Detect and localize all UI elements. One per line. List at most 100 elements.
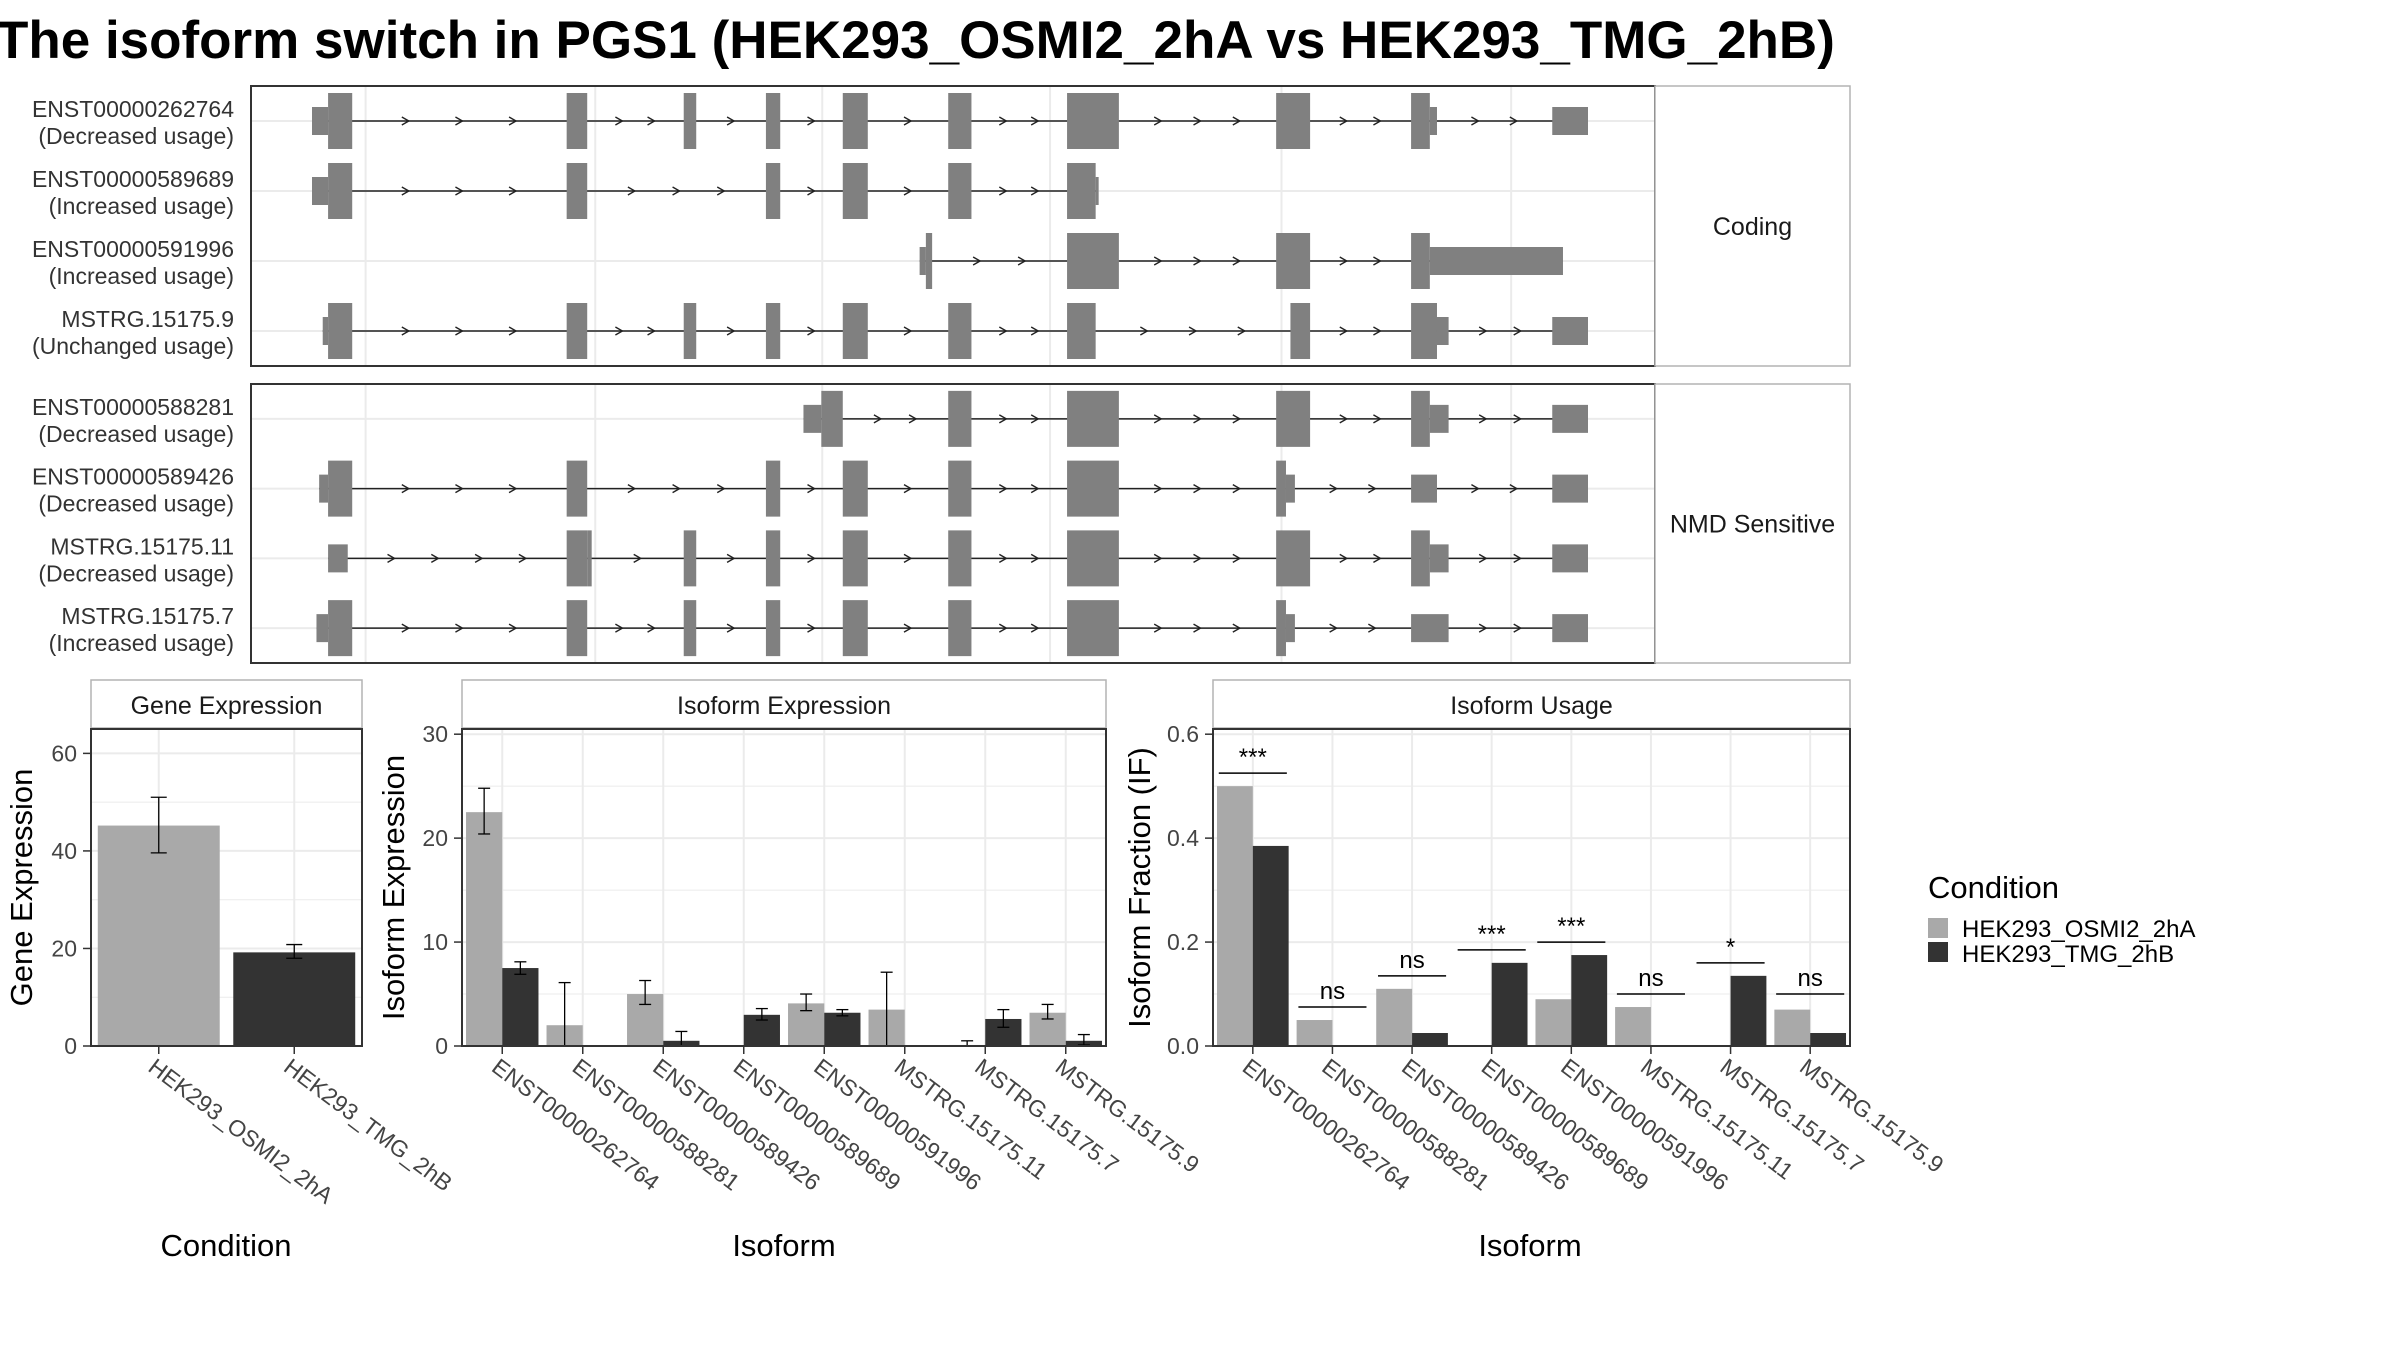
direction-arrow bbox=[807, 623, 816, 633]
direction-arrow bbox=[508, 326, 518, 336]
direction-arrow bbox=[1232, 484, 1242, 494]
exon-coding bbox=[765, 600, 781, 657]
direction-arrow bbox=[455, 116, 464, 126]
exon-utr bbox=[1411, 474, 1437, 503]
direction-arrow bbox=[807, 186, 816, 196]
bar-hek293-osmi2-2ha bbox=[97, 825, 220, 1046]
direction-arrow bbox=[672, 484, 681, 494]
direction-arrow bbox=[672, 186, 681, 196]
transcript-status-label: (Decreased usage) bbox=[38, 560, 234, 586]
direction-arrow bbox=[1237, 326, 1247, 336]
bar-osmi2-enst00000591996 bbox=[1535, 999, 1572, 1046]
direction-arrow bbox=[726, 623, 736, 633]
exon-coding bbox=[842, 460, 868, 517]
legend-title: Condition bbox=[1928, 870, 2059, 905]
direction-arrow bbox=[387, 553, 396, 563]
significance-label: ns bbox=[1638, 965, 1663, 992]
x-tick-label: MSTRG.15175.9 bbox=[1795, 1053, 1948, 1178]
direction-arrow bbox=[1339, 256, 1349, 266]
transcript-row bbox=[328, 530, 1588, 587]
direction-arrow bbox=[455, 484, 464, 494]
direction-arrow bbox=[726, 553, 736, 563]
direction-arrow bbox=[627, 186, 637, 196]
transcript-id-label: ENST00000589689 bbox=[32, 166, 234, 192]
exon-utr bbox=[919, 247, 926, 275]
exon-utr bbox=[328, 544, 348, 573]
exon-utr bbox=[1095, 177, 1099, 205]
direction-arrow bbox=[998, 326, 1008, 336]
exon-coding bbox=[765, 460, 781, 517]
transcript-structure-panels: ENST00000262764 (Decreased usage) ENST0000… bbox=[32, 85, 1851, 664]
direction-arrow bbox=[401, 186, 411, 196]
exon-coding bbox=[1411, 303, 1437, 359]
legend-label-tmg: HEK293_TMG_2hB bbox=[1962, 941, 2174, 968]
exon-coding bbox=[587, 530, 592, 587]
exon-coding bbox=[842, 303, 868, 359]
direction-arrow bbox=[1188, 326, 1198, 336]
exon-coding bbox=[948, 93, 972, 149]
strip-box bbox=[1654, 85, 1851, 367]
plot-border bbox=[90, 728, 363, 1047]
y-axis-title: Gene Expression bbox=[4, 769, 39, 1007]
direction-arrow bbox=[1513, 326, 1523, 336]
direction-arrow bbox=[1193, 256, 1202, 266]
direction-arrow bbox=[1030, 326, 1040, 336]
transcript-id-label: ENST00000262764 bbox=[32, 96, 234, 122]
direction-arrow bbox=[1030, 623, 1040, 633]
transcript-status-label: (Decreased usage) bbox=[38, 421, 234, 447]
exon-coding bbox=[1290, 303, 1311, 359]
direction-arrow bbox=[508, 484, 518, 494]
transcript-status-label: (Increased usage) bbox=[49, 263, 234, 289]
direction-arrow bbox=[615, 326, 624, 336]
bar-chart-panels: Gene Expression0204060HEK293_OSMI2_2hAHE… bbox=[4, 679, 1949, 1263]
plot-border bbox=[1212, 728, 1851, 1047]
legend-swatch-osmi2 bbox=[1928, 918, 1948, 938]
direction-arrow bbox=[474, 553, 484, 563]
direction-arrow bbox=[908, 414, 918, 424]
direction-arrow bbox=[401, 116, 411, 126]
exon-coding bbox=[842, 600, 868, 657]
x-axis-title: Condition bbox=[161, 1228, 292, 1263]
direction-arrow bbox=[903, 484, 913, 494]
exon-utr bbox=[1552, 404, 1588, 433]
exon-coding bbox=[1276, 600, 1286, 657]
exon-coding bbox=[683, 93, 697, 149]
direction-arrow bbox=[1153, 484, 1163, 494]
direction-arrow bbox=[1153, 256, 1163, 266]
transcript-row bbox=[919, 233, 1563, 289]
y-tick-label: 0.4 bbox=[1167, 825, 1199, 851]
exon-utr bbox=[1429, 107, 1437, 135]
y-tick-label: 20 bbox=[422, 825, 448, 851]
bar-tmg-enst00000591996 bbox=[1571, 955, 1608, 1046]
direction-arrow bbox=[998, 623, 1008, 633]
exon-coding bbox=[821, 390, 843, 447]
exon-utr bbox=[319, 474, 329, 503]
exon-utr bbox=[1429, 404, 1449, 433]
exon-coding bbox=[948, 390, 972, 447]
significance-label: * bbox=[1726, 934, 1735, 961]
direction-arrow bbox=[807, 326, 816, 336]
direction-arrow bbox=[647, 116, 656, 126]
direction-arrow bbox=[430, 553, 440, 563]
bar-tmg-enst00000589426 bbox=[1412, 1033, 1448, 1046]
direction-arrow bbox=[1513, 553, 1523, 563]
direction-arrow bbox=[1471, 116, 1480, 126]
exon-coding bbox=[1067, 233, 1119, 289]
transcript-row bbox=[803, 390, 1588, 447]
exon-coding bbox=[683, 530, 697, 587]
direction-arrow bbox=[726, 326, 736, 336]
significance-label: *** bbox=[1557, 913, 1585, 940]
transcript-id-label: ENST00000589426 bbox=[32, 464, 234, 490]
direction-arrow bbox=[1153, 553, 1163, 563]
direction-arrow bbox=[1339, 116, 1349, 126]
direction-arrow bbox=[1478, 553, 1488, 563]
y-axis-title: Isoform Fraction (IF) bbox=[1122, 747, 1157, 1028]
direction-arrow bbox=[1471, 484, 1480, 494]
exon-utr bbox=[1552, 544, 1588, 573]
exon-coding bbox=[683, 600, 697, 657]
direction-arrow bbox=[1339, 553, 1349, 563]
significance-label: ns bbox=[1798, 965, 1823, 992]
direction-arrow bbox=[1329, 623, 1339, 633]
direction-arrow bbox=[1153, 623, 1163, 633]
